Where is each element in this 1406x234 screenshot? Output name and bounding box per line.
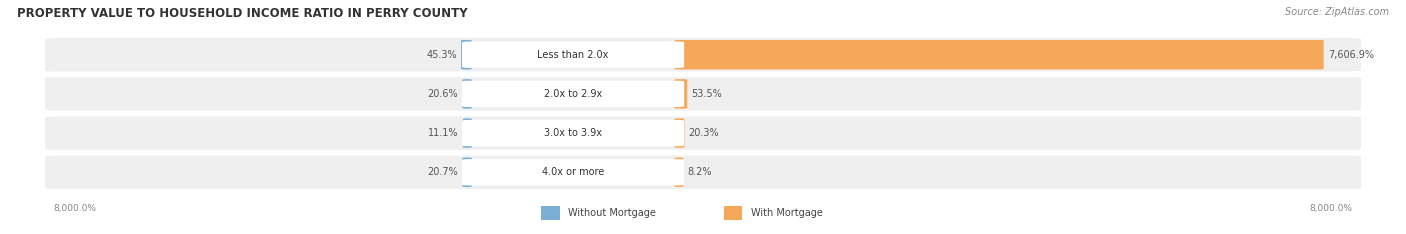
Text: 7,606.9%: 7,606.9% — [1327, 50, 1374, 60]
Text: 8.2%: 8.2% — [688, 167, 713, 177]
FancyBboxPatch shape — [463, 159, 685, 186]
Text: Less than 2.0x: Less than 2.0x — [537, 50, 609, 60]
FancyBboxPatch shape — [675, 157, 683, 187]
FancyBboxPatch shape — [463, 81, 685, 107]
Text: 11.1%: 11.1% — [427, 128, 458, 138]
FancyBboxPatch shape — [45, 156, 1361, 189]
Text: 20.6%: 20.6% — [427, 89, 458, 99]
FancyBboxPatch shape — [45, 116, 1361, 150]
FancyBboxPatch shape — [45, 38, 1361, 71]
Bar — [541, 206, 560, 220]
Text: 45.3%: 45.3% — [426, 50, 457, 60]
Text: 3.0x to 3.9x: 3.0x to 3.9x — [544, 128, 602, 138]
Text: 8,000.0%: 8,000.0% — [53, 204, 97, 212]
Bar — [724, 206, 742, 220]
FancyBboxPatch shape — [461, 40, 472, 69]
Text: 2.0x to 2.9x: 2.0x to 2.9x — [544, 89, 602, 99]
Text: 53.5%: 53.5% — [692, 89, 723, 99]
Text: 8,000.0%: 8,000.0% — [1309, 204, 1353, 212]
FancyBboxPatch shape — [675, 40, 1323, 69]
FancyBboxPatch shape — [675, 79, 688, 109]
Text: Source: ZipAtlas.com: Source: ZipAtlas.com — [1285, 7, 1389, 17]
FancyBboxPatch shape — [463, 120, 685, 146]
Text: With Mortgage: With Mortgage — [751, 208, 823, 218]
FancyBboxPatch shape — [463, 157, 472, 187]
Text: 4.0x or more: 4.0x or more — [541, 167, 605, 177]
Text: 20.7%: 20.7% — [427, 167, 458, 177]
Text: 20.3%: 20.3% — [689, 128, 720, 138]
FancyBboxPatch shape — [45, 77, 1361, 111]
Text: PROPERTY VALUE TO HOUSEHOLD INCOME RATIO IN PERRY COUNTY: PROPERTY VALUE TO HOUSEHOLD INCOME RATIO… — [17, 7, 468, 20]
Text: Without Mortgage: Without Mortgage — [568, 208, 655, 218]
FancyBboxPatch shape — [463, 41, 685, 68]
FancyBboxPatch shape — [463, 79, 472, 109]
FancyBboxPatch shape — [463, 118, 472, 148]
FancyBboxPatch shape — [675, 118, 685, 148]
